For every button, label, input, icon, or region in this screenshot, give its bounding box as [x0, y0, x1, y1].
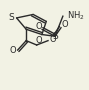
- Text: S: S: [52, 32, 58, 41]
- Text: NH$_2$: NH$_2$: [67, 9, 85, 22]
- Text: O: O: [50, 35, 57, 44]
- Text: O: O: [61, 20, 68, 29]
- Text: O: O: [35, 36, 42, 45]
- Text: O: O: [35, 22, 42, 31]
- Text: S: S: [8, 13, 14, 22]
- Text: O: O: [10, 46, 16, 55]
